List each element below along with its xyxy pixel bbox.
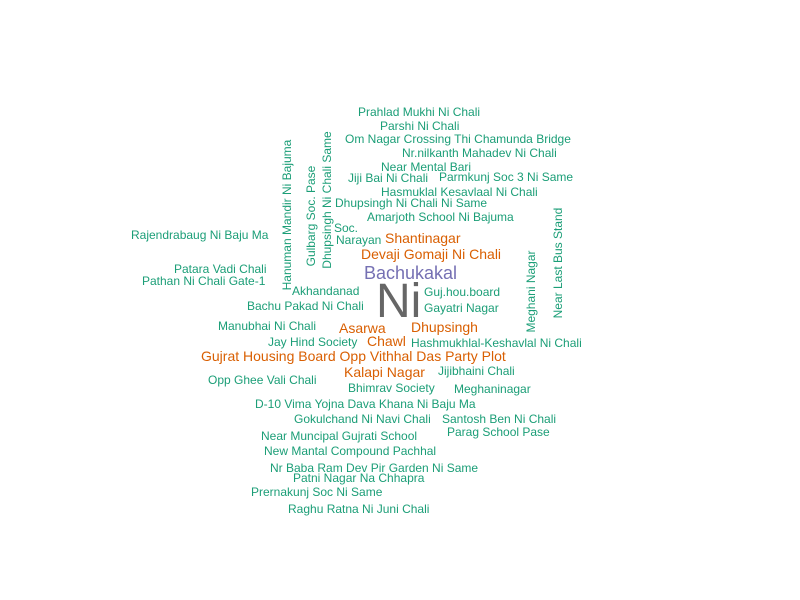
word-near-muncipal-gujrati-school: Near Muncipal Gujrati School (261, 429, 418, 443)
word-meghani-nagar-vertical: Meghani Nagar (524, 250, 538, 333)
word-raghu-ratna: Raghu Ratna Ni Juni Chali (288, 502, 430, 516)
word-jay-hind-society: Jay Hind Society (268, 335, 358, 349)
word-manubhai-ni-chali: Manubhai Ni Chali (218, 319, 317, 333)
word-asarwa: Asarwa (339, 320, 386, 336)
word-akhandanad: Akhandanad (292, 284, 360, 298)
word-nr-baba-ram-dev: Nr Baba Ram Dev Pir Garden Ni Same (270, 461, 479, 475)
word-patara-vadi-chali: Patara Vadi Chali (174, 262, 267, 276)
word-hanuman-mandir-vertical: Hanuman Mandir Ni Bajuma (280, 139, 294, 291)
word-hashmukhlal-keshavlal: Hashmukhlal-Keshavlal Ni Chali (411, 336, 582, 350)
word-gujrat-housing-board: Gujrat Housing Board Opp Vithhal Das Par… (201, 348, 506, 364)
word-nr-nilkanth-mahadev: Nr.nilkanth Mahadev Ni Chali (402, 146, 557, 160)
word-dhupsingh: Dhupsingh (411, 319, 478, 335)
word-patni-nagar: Patni Nagar Na Chhapra (293, 471, 425, 485)
word-narayan: Narayan (336, 233, 382, 247)
word-d10-vima-yojna: D-10 Vima Yojna Dava Khana Ni Baju Ma (255, 397, 476, 411)
word-gayatri-nagar: Gayatri Nagar (424, 301, 499, 315)
word-chawl: Chawl (367, 333, 406, 349)
word-meghaninagar: Meghaninagar (454, 382, 531, 396)
word-shantinagar: Shantinagar (385, 230, 461, 246)
word-opp-ghee-vali-chali: Opp Ghee Vali Chali (208, 373, 317, 387)
word-om-nagar-crossing: Om Nagar Crossing Thi Chamunda Bridge (345, 132, 571, 146)
word-kalapi-nagar: Kalapi Nagar (344, 364, 425, 380)
word-gokulchand: Gokulchand Ni Navi Chali (294, 412, 431, 426)
word-soc: Soc. (334, 221, 359, 235)
word-hasmuklal-kesavlaal: Hasmuklal Kesavlaal Ni Chali (381, 185, 538, 199)
word-ni: Ni (376, 275, 422, 328)
word-bhimrav-society: Bhimrav Society (348, 381, 435, 395)
word-jijibhaini-chali: Jijibhaini Chali (438, 364, 515, 378)
word-prahlad-mukhi-ni-chali: Prahlad Mukhi Ni Chali (358, 105, 481, 119)
word-amarjoth-school: Amarjoth School Ni Bajuma (367, 210, 514, 224)
word-jiji-bai-ni-chali: Jiji Bai Ni Chali (348, 171, 429, 185)
word-new-mantal-compound: New Mantal Compound Pachhal (264, 444, 437, 458)
word-rajendrabaug: Rajendrabaug Ni Baju Ma (131, 228, 269, 242)
word-bachukakal: Bachukakal (364, 263, 458, 283)
word-guj-hou-board: Guj.hou.board (424, 285, 501, 299)
word-dhupsingh-ni-chali-ni-same: Dhupsingh Ni Chali Ni Same (335, 196, 488, 210)
word-near-last-bus-stand-vertical: Near Last Bus Stand (551, 207, 565, 319)
word-parshi-ni-chali: Parshi Ni Chali (380, 119, 460, 133)
word-gulbarg-soc-vertical: Gulbarg Soc. Pase (304, 165, 318, 267)
word-santosh-ben: Santosh Ben Ni Chali (442, 412, 557, 426)
word-parag-school-pase: Parag School Pase (447, 425, 550, 439)
word-pathan-ni-chali: Pathan Ni Chali Gate-1 (142, 274, 266, 288)
word-prernakunj-soc: Prernakunj Soc Ni Same (251, 485, 383, 499)
word-near-mental-bari: Near Mental Bari (381, 160, 472, 174)
word-parmkunj-soc: Parmkunj Soc 3 Ni Same (439, 170, 574, 184)
word-bachu-pakad: Bachu Pakad Ni Chali (247, 299, 364, 313)
word-devaji-gomaji: Devaji Gomaji Ni Chali (361, 246, 502, 262)
word-dhupsingh-ni-chali-same-vertical: Dhupsingh Ni Chali Same (320, 131, 334, 269)
